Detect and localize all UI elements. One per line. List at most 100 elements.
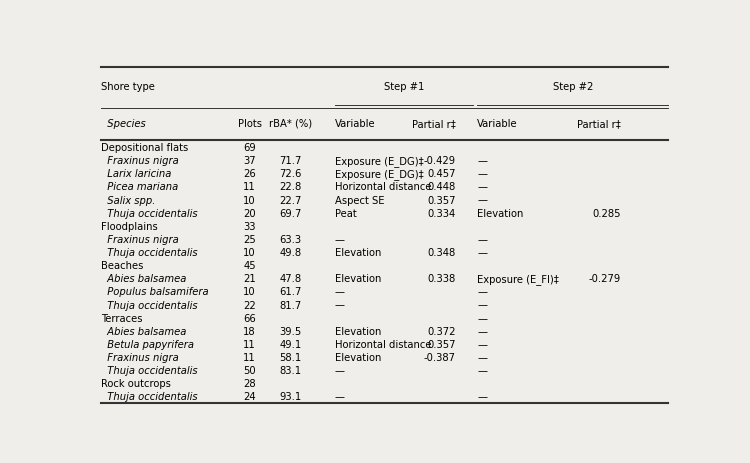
Text: 11: 11 — [243, 182, 256, 192]
Text: 49.1: 49.1 — [279, 339, 302, 349]
Text: —: — — [477, 326, 488, 336]
Text: -0.387: -0.387 — [424, 352, 456, 362]
Text: 24: 24 — [243, 392, 256, 401]
Text: 25: 25 — [243, 234, 256, 244]
Text: 20: 20 — [243, 208, 256, 218]
Text: Thuja occidentalis: Thuja occidentalis — [100, 300, 197, 310]
Text: —: — — [477, 313, 488, 323]
Text: -0.279: -0.279 — [589, 274, 621, 284]
Text: Picea mariana: Picea mariana — [100, 182, 178, 192]
Text: —: — — [335, 365, 345, 375]
Text: Depositional flats: Depositional flats — [100, 143, 188, 153]
Text: Partial r‡: Partial r‡ — [577, 119, 621, 128]
Text: Variable: Variable — [477, 119, 518, 128]
Text: 63.3: 63.3 — [279, 234, 302, 244]
Text: 69: 69 — [243, 143, 256, 153]
Text: 47.8: 47.8 — [279, 274, 302, 284]
Text: 0.334: 0.334 — [427, 208, 456, 218]
Text: 50: 50 — [243, 365, 256, 375]
Text: 61.7: 61.7 — [279, 287, 302, 297]
Text: Exposure (E_DG)‡: Exposure (E_DG)‡ — [335, 169, 424, 179]
Text: 22.8: 22.8 — [279, 182, 302, 192]
Text: —: — — [477, 365, 488, 375]
Text: Shore type: Shore type — [100, 81, 154, 92]
Text: Aspect SE: Aspect SE — [335, 195, 385, 205]
Text: 10: 10 — [243, 248, 256, 257]
Text: 0.372: 0.372 — [427, 326, 456, 336]
Text: —: — — [477, 339, 488, 349]
Text: 69.7: 69.7 — [279, 208, 302, 218]
Text: —: — — [477, 287, 488, 297]
Text: Fraxinus nigra: Fraxinus nigra — [100, 352, 178, 362]
Text: —: — — [477, 169, 488, 179]
Text: —: — — [335, 392, 345, 401]
Text: Betula papyrifera: Betula papyrifera — [100, 339, 194, 349]
Text: 11: 11 — [243, 352, 256, 362]
Text: —: — — [477, 182, 488, 192]
Text: 37: 37 — [243, 156, 256, 166]
Text: —: — — [335, 300, 345, 310]
Text: Horizontal distance: Horizontal distance — [335, 182, 431, 192]
Text: Terraces: Terraces — [100, 313, 142, 323]
Text: Populus balsamifera: Populus balsamifera — [100, 287, 208, 297]
Text: 11: 11 — [243, 339, 256, 349]
Text: Elevation: Elevation — [335, 326, 381, 336]
Text: 71.7: 71.7 — [279, 156, 302, 166]
Text: Plots: Plots — [238, 119, 262, 128]
Text: 39.5: 39.5 — [279, 326, 302, 336]
Text: Elevation: Elevation — [477, 208, 524, 218]
Text: —: — — [477, 300, 488, 310]
Text: 66: 66 — [243, 313, 256, 323]
Text: 22: 22 — [243, 300, 256, 310]
Text: Beaches: Beaches — [100, 261, 143, 270]
Text: 81.7: 81.7 — [279, 300, 302, 310]
Text: Larix laricina: Larix laricina — [100, 169, 171, 179]
Text: Salix spp.: Salix spp. — [100, 195, 155, 205]
Text: 0.357: 0.357 — [427, 339, 456, 349]
Text: Elevation: Elevation — [335, 274, 381, 284]
Text: Abies balsamea: Abies balsamea — [100, 326, 186, 336]
Text: 33: 33 — [243, 221, 256, 232]
Text: —: — — [477, 195, 488, 205]
Text: 72.6: 72.6 — [279, 169, 302, 179]
Text: 0.285: 0.285 — [592, 208, 621, 218]
Text: 10: 10 — [243, 287, 256, 297]
Text: —: — — [477, 234, 488, 244]
Text: Exposure (E_DG)‡: Exposure (E_DG)‡ — [335, 155, 424, 166]
Text: 83.1: 83.1 — [279, 365, 302, 375]
Text: Partial r‡: Partial r‡ — [412, 119, 456, 128]
Text: Fraxinus nigra: Fraxinus nigra — [100, 156, 178, 166]
Text: Horizontal distance: Horizontal distance — [335, 339, 431, 349]
Text: 0.457: 0.457 — [427, 169, 456, 179]
Text: Floodplains: Floodplains — [100, 221, 158, 232]
Text: Elevation: Elevation — [335, 248, 381, 257]
Text: 21: 21 — [243, 274, 256, 284]
Text: —: — — [477, 352, 488, 362]
Text: Step #1: Step #1 — [384, 81, 424, 92]
Text: 28: 28 — [243, 379, 256, 388]
Text: Elevation: Elevation — [335, 352, 381, 362]
Text: 10: 10 — [243, 195, 256, 205]
Text: —: — — [335, 287, 345, 297]
Text: 18: 18 — [243, 326, 256, 336]
Text: 0.357: 0.357 — [427, 195, 456, 205]
Text: -0.429: -0.429 — [424, 156, 456, 166]
Text: Abies balsamea: Abies balsamea — [100, 274, 186, 284]
Text: 45: 45 — [243, 261, 256, 270]
Text: Thuja occidentalis: Thuja occidentalis — [100, 392, 197, 401]
Text: Thuja occidentalis: Thuja occidentalis — [100, 365, 197, 375]
Text: 58.1: 58.1 — [279, 352, 302, 362]
Text: 0.448: 0.448 — [427, 182, 456, 192]
Text: 22.7: 22.7 — [279, 195, 302, 205]
Text: Step #2: Step #2 — [553, 81, 593, 92]
Text: Thuja occidentalis: Thuja occidentalis — [100, 248, 197, 257]
Text: —: — — [477, 248, 488, 257]
Text: Fraxinus nigra: Fraxinus nigra — [100, 234, 178, 244]
Text: Rock outcrops: Rock outcrops — [100, 379, 170, 388]
Text: 26: 26 — [243, 169, 256, 179]
Text: Peat: Peat — [335, 208, 357, 218]
Text: rBA* (%): rBA* (%) — [268, 119, 312, 128]
Text: 0.338: 0.338 — [427, 274, 456, 284]
Text: Species: Species — [100, 119, 146, 128]
Text: 93.1: 93.1 — [279, 392, 302, 401]
